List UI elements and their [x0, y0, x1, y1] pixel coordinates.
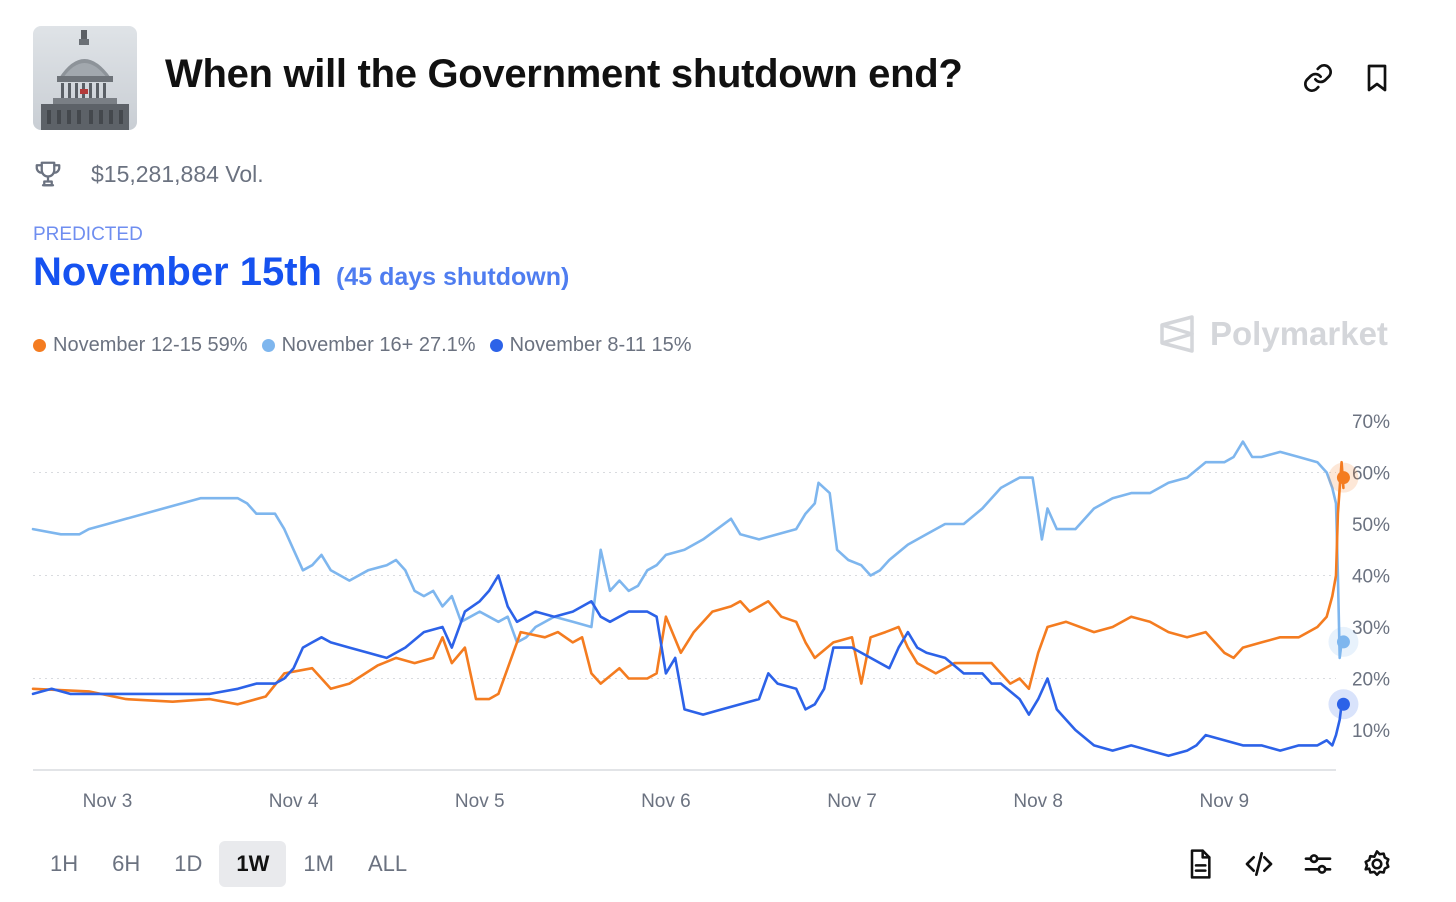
chart-end-markers: [1328, 462, 1359, 720]
brand-name: Polymarket: [1210, 315, 1388, 352]
market-thumbnail: [33, 26, 137, 130]
y-tick-label: 50%: [1352, 515, 1390, 536]
x-tick-label: Nov 7: [827, 791, 877, 812]
volume-row: $15,281,884 Vol.: [33, 158, 264, 190]
legend-item[interactable]: November 12-15 59%: [33, 334, 248, 357]
chart-legend: November 12-15 59% November 16+ 27.1% No…: [33, 334, 706, 357]
legend-label: November 8-11 15%: [509, 334, 692, 356]
polymarket-watermark: Polymarket: [1158, 314, 1388, 354]
range-all-button[interactable]: ALL: [367, 851, 408, 876]
y-tick-label: 30%: [1352, 618, 1390, 639]
predicted-outcome: November 15th (45 days shutdown): [33, 250, 569, 295]
y-axis-ticks: 10% 20% 30% 40% 50% 60% 70%: [1352, 412, 1390, 742]
y-tick-label: 20%: [1352, 670, 1390, 691]
chart-gridlines: [33, 472, 1336, 771]
predicted-value: November 15th: [33, 250, 322, 294]
sliders-icon[interactable]: [1302, 848, 1334, 880]
price-chart: 10%20%30%40%50%60%70% Nov 3 Nov 4 Nov 5 Nov…: [31, 412, 1390, 812]
legend-item[interactable]: November 16+ 27.1%: [261, 334, 476, 357]
x-tick-label: Nov 9: [1199, 791, 1249, 812]
end-marker-dot: [1336, 471, 1350, 485]
document-icon[interactable]: [1184, 848, 1216, 880]
end-marker-dot: [1336, 697, 1350, 711]
series-line[interactable]: [31, 460, 1345, 706]
y-tick-label: 10%: [1352, 721, 1390, 742]
range-1w-button[interactable]: 1W: [219, 841, 287, 887]
range-1h-button[interactable]: 1H: [50, 851, 79, 876]
capitol-building-icon: [33, 26, 137, 130]
y-tick-label: 40%: [1352, 567, 1390, 588]
legend-dot: [33, 339, 46, 352]
chart-series[interactable]: [31, 440, 1345, 758]
range-6h-button[interactable]: 6H: [112, 851, 141, 876]
legend-dot: [261, 339, 275, 352]
x-tick-label: Nov 6: [641, 791, 691, 812]
settings-gear-icon[interactable]: [1361, 848, 1393, 880]
page-title: When will the Government shutdown end?: [165, 52, 963, 96]
range-1d-button[interactable]: 1D: [174, 851, 203, 876]
legend-label: November 16+ 27.1%: [281, 334, 476, 356]
code-icon[interactable]: [1243, 848, 1275, 880]
legend-item[interactable]: November 8-11 15%: [489, 334, 692, 357]
range-1m-button[interactable]: 1M: [303, 851, 334, 876]
legend-dot: [489, 339, 503, 352]
series-line[interactable]: [31, 440, 1345, 660]
predicted-detail: (45 days shutdown): [335, 263, 570, 291]
polymarket-logo-icon: [1160, 315, 1194, 353]
legend-label: November 12-15 59%: [53, 334, 248, 356]
x-tick-label: Nov 4: [269, 791, 319, 812]
series-line[interactable]: [31, 574, 1345, 758]
link-icon[interactable]: [1302, 62, 1334, 94]
y-tick-label: 60%: [1352, 464, 1390, 485]
predicted-label: PREDICTED: [33, 224, 143, 245]
x-tick-label: Nov 5: [455, 791, 505, 812]
x-tick-label: Nov 3: [83, 791, 133, 812]
trophy-icon: [35, 161, 61, 187]
x-tick-label: Nov 8: [1013, 791, 1063, 812]
end-marker-dot: [1336, 635, 1350, 649]
volume-text: $15,281,884 Vol.: [91, 160, 264, 187]
bookmark-icon[interactable]: [1361, 62, 1393, 94]
time-range-selector: 1H 6H 1D 1W 1M ALL: [33, 841, 424, 887]
x-axis-ticks: Nov 3 Nov 4 Nov 5 Nov 6 Nov 7 Nov 8 Nov 9: [83, 791, 1249, 812]
y-tick-label: 70%: [1352, 412, 1390, 433]
